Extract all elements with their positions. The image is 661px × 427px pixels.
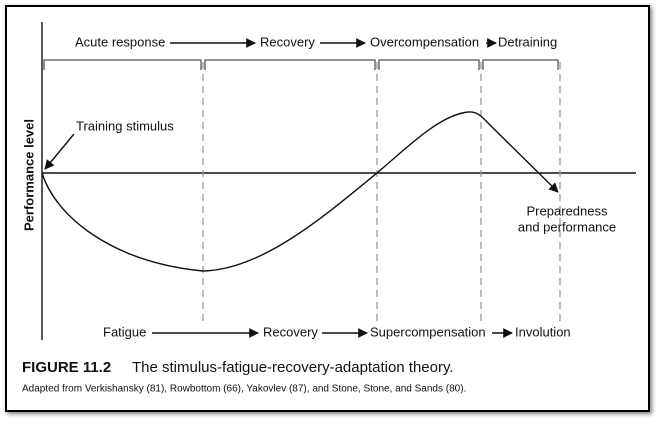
bottom-phase: Supercompensation: [370, 324, 486, 339]
bottom-phase: Involution: [515, 324, 571, 339]
arrow: [44, 133, 75, 170]
figure-title: The stimulus-fatigue-recovery-adaptation…: [132, 359, 454, 376]
y-axis-label: Performance level: [21, 119, 36, 231]
annotation: and performance: [518, 219, 616, 234]
top-phase: Recovery: [260, 34, 315, 49]
figure-source: Adapted from Verkishansky (81), Rowbotto…: [22, 384, 466, 395]
bottom-phase: Recovery: [263, 324, 318, 339]
top-phase: Overcompensation: [370, 34, 479, 49]
dividers: [202, 62, 561, 322]
top-phase: Detraining: [498, 34, 557, 49]
annotation: Training stimulus: [76, 118, 174, 133]
annotation: Preparedness: [527, 203, 608, 218]
frame: [5, 5, 650, 412]
brackets: [43, 59, 559, 70]
bottom-phase: Fatigue: [103, 324, 146, 339]
performance-curve: [41, 111, 559, 272]
top-phase: Acute response: [75, 34, 165, 49]
figure-number: FIGURE 11.2: [22, 359, 111, 376]
